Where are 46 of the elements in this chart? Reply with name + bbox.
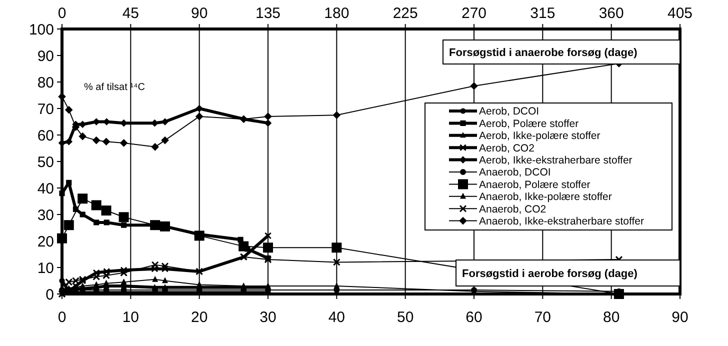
y-tick-label: 90: [37, 48, 54, 65]
x2-tick-label: 225: [392, 5, 418, 22]
x-tick-label: 10: [122, 309, 140, 326]
legend-label: Aerob, Ikke-polære stoffer: [479, 130, 601, 142]
legend-label: Anaerob, DCOI: [479, 166, 551, 179]
x2-tick-label: 180: [324, 5, 350, 22]
y-tick-label: 80: [37, 74, 54, 92]
x-tick-label: 40: [328, 309, 346, 326]
legend-label: Aerob, CO2: [479, 142, 535, 154]
y-tick-label: 10: [37, 260, 54, 277]
y-tick-label: 40: [37, 180, 54, 198]
x-tick-label: 0: [58, 309, 66, 326]
legend-label: Aerob, Polære stoffer: [479, 118, 580, 130]
y-tick-label: 50: [37, 154, 54, 171]
y-tick-label: 70: [37, 100, 54, 118]
x2-axis-title: Forsøgstid i anaerobe forsøg (dage): [449, 47, 638, 59]
x2-tick-label: 405: [667, 5, 693, 22]
x-tick-label: 60: [466, 309, 482, 326]
x-tick-label: 20: [190, 309, 208, 326]
x-tick-label: 70: [534, 309, 552, 326]
x2-tick-label: 45: [122, 5, 140, 22]
x-tick-label: 50: [396, 309, 414, 326]
legend-label: Anaerob, Ikke-ekstraherbare stoffer: [479, 215, 644, 228]
y-tick-label: 60: [37, 127, 54, 144]
x-tick-label: 80: [602, 309, 620, 326]
legend-label: Anaerob, Ikke-polære stoffer: [479, 191, 612, 204]
x2-tick-label: 90: [190, 5, 208, 22]
x-tick-label: 90: [672, 309, 688, 326]
x2-tick-label: 360: [598, 5, 624, 22]
legend-label: Aerob, Ikke-ekstraherbare stoffer: [479, 154, 633, 166]
x-axis-title: Forsøgstid i aerobe forsøg (dage): [462, 268, 638, 280]
x2-tick-label: 270: [461, 5, 487, 22]
y-axis-title: % af tilsat ¹⁴C: [84, 82, 145, 93]
y-tick-label: 0: [46, 286, 54, 304]
x2-tick-label: 315: [530, 5, 556, 22]
legend-label: Aerob, DCOI: [479, 106, 540, 118]
legend-label: Anaerob, Polære stoffer: [479, 178, 591, 191]
x-tick-label: 30: [260, 309, 276, 326]
label-box: Forsøgstid i aerobe forsøg (dage): [456, 260, 680, 286]
x2-tick-label: 0: [58, 5, 66, 22]
y-tick-label: 20: [37, 233, 54, 250]
y-tick-label: 100: [28, 21, 54, 38]
x2-tick-label: 135: [255, 5, 281, 22]
label-box: Forsøgstid i anaerobe forsøg (dage): [442, 40, 680, 64]
legend-label: Anaerob, CO2: [479, 203, 546, 216]
y-tick-label: 30: [37, 206, 54, 224]
